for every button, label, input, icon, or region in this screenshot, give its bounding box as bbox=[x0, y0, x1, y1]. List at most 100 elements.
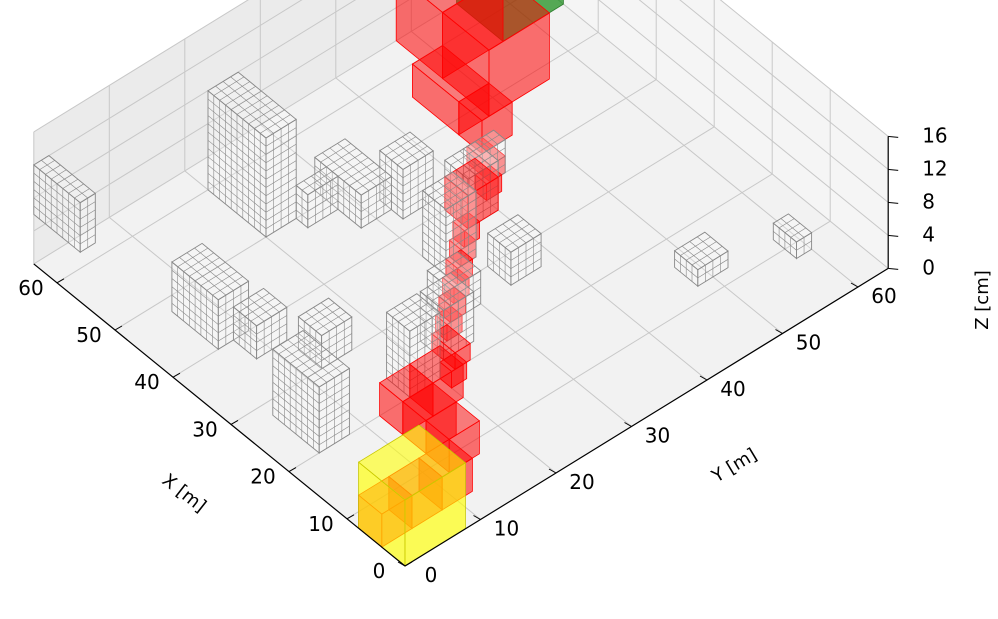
y-tick bbox=[850, 282, 859, 288]
mesh-line bbox=[450, 146, 481, 166]
mesh-line bbox=[796, 240, 812, 251]
mesh-line bbox=[386, 336, 410, 357]
mesh-line bbox=[361, 184, 392, 204]
mesh-line bbox=[260, 114, 291, 134]
mesh-line bbox=[467, 168, 499, 188]
mesh-line bbox=[62, 178, 79, 189]
mesh-line bbox=[403, 307, 435, 327]
x-tick bbox=[56, 278, 65, 284]
mesh-line bbox=[51, 169, 67, 180]
mesh-line bbox=[296, 193, 308, 204]
mesh-line bbox=[171, 303, 219, 342]
x-tick-label: 20 bbox=[250, 465, 275, 489]
mesh-line bbox=[33, 172, 81, 212]
mesh-line bbox=[194, 262, 226, 282]
x-tick-label: 0 bbox=[373, 559, 386, 583]
mesh-line bbox=[33, 181, 81, 220]
mesh-line bbox=[244, 297, 276, 317]
y-axis-line bbox=[404, 267, 889, 567]
mesh-line bbox=[265, 185, 297, 205]
y-tick-label: 30 bbox=[645, 424, 670, 448]
gridline-z bbox=[33, 0, 889, 236]
z-tick-label: 4 bbox=[922, 222, 935, 246]
mesh-line bbox=[409, 320, 441, 340]
mesh-line bbox=[313, 363, 344, 383]
obstacle-block bbox=[232, 287, 288, 360]
mesh-line bbox=[402, 175, 434, 195]
x-tick-label: 50 bbox=[76, 323, 101, 347]
y-tick-label: 60 bbox=[871, 284, 896, 308]
mesh-line bbox=[343, 162, 375, 182]
mesh-line bbox=[207, 107, 267, 155]
mesh-line bbox=[398, 302, 429, 323]
voxel-layer bbox=[33, 0, 813, 567]
mesh-line bbox=[499, 223, 530, 243]
x-tick bbox=[114, 325, 123, 331]
mesh-line bbox=[265, 201, 297, 221]
gridline-z bbox=[33, 0, 889, 170]
mesh-line bbox=[437, 286, 469, 306]
mesh-line bbox=[402, 158, 434, 178]
mesh-line bbox=[171, 294, 219, 334]
mesh-line bbox=[265, 135, 297, 155]
mesh-line bbox=[697, 259, 729, 279]
mesh-line bbox=[207, 98, 267, 147]
mesh-line bbox=[254, 109, 285, 129]
y-tick-label: 50 bbox=[796, 331, 821, 355]
mesh-line bbox=[207, 123, 267, 172]
mesh-line bbox=[349, 166, 380, 186]
mesh-line bbox=[391, 141, 422, 161]
x-tick bbox=[346, 514, 355, 520]
mesh-line bbox=[320, 143, 351, 163]
obstacle-block bbox=[171, 242, 250, 351]
mesh-line bbox=[207, 181, 267, 229]
mesh-line bbox=[200, 266, 232, 286]
gridline-z bbox=[33, 0, 889, 203]
mesh-line bbox=[298, 324, 322, 345]
mesh-line bbox=[207, 164, 267, 213]
mesh-line bbox=[487, 257, 512, 278]
mesh-line bbox=[691, 246, 723, 266]
y-tick-label: 0 bbox=[425, 563, 438, 587]
mesh-line bbox=[33, 205, 81, 245]
mesh-line bbox=[296, 201, 308, 212]
z-tick bbox=[888, 267, 899, 270]
path-voxel-top bbox=[441, 0, 551, 51]
mesh-line bbox=[487, 241, 512, 261]
y-tick bbox=[548, 468, 557, 474]
y-tick bbox=[473, 515, 481, 520]
mesh-line bbox=[674, 258, 698, 279]
mesh-line bbox=[315, 312, 347, 332]
mesh-line bbox=[39, 160, 55, 170]
mesh-line bbox=[326, 147, 357, 168]
path-voxel-top bbox=[444, 157, 499, 197]
goal-voxel-top bbox=[357, 424, 467, 501]
obstacle-block bbox=[207, 71, 297, 238]
mesh-line bbox=[379, 158, 404, 178]
mesh-line bbox=[239, 292, 270, 312]
mesh-line bbox=[207, 156, 267, 205]
mesh-line bbox=[462, 155, 493, 175]
mesh-line bbox=[445, 223, 477, 243]
mesh-line bbox=[171, 270, 219, 309]
mesh-line bbox=[402, 167, 434, 187]
mesh-line bbox=[445, 198, 477, 218]
z-tick-label: 0 bbox=[922, 255, 935, 279]
mesh-line bbox=[307, 200, 339, 220]
mesh-line bbox=[265, 209, 297, 230]
mesh-line bbox=[74, 188, 90, 199]
mesh-line bbox=[422, 239, 447, 260]
x-tick-label: 40 bbox=[134, 370, 159, 394]
mesh-line bbox=[272, 398, 320, 437]
path-voxel-top bbox=[425, 401, 481, 440]
mesh-line bbox=[207, 148, 267, 196]
mesh-line bbox=[773, 231, 797, 251]
mesh-line bbox=[361, 192, 392, 212]
mesh-line bbox=[319, 425, 350, 446]
mesh-line bbox=[207, 131, 267, 180]
mesh-line bbox=[233, 323, 257, 343]
path-voxel-top bbox=[426, 0, 464, 13]
obstacle-block bbox=[33, 155, 97, 254]
mesh-line bbox=[265, 193, 297, 213]
mesh-line bbox=[422, 206, 447, 227]
